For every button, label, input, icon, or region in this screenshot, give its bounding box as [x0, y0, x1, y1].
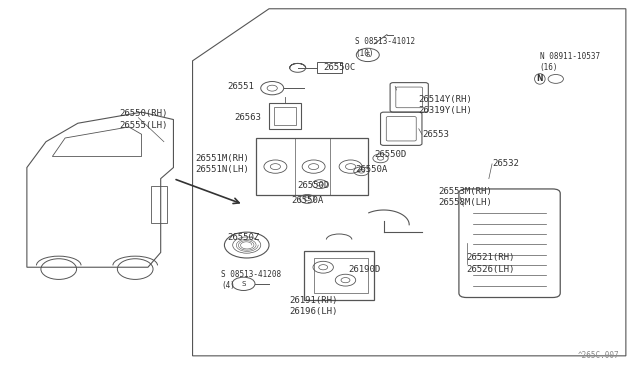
Bar: [151, 186, 167, 223]
Text: S: S: [241, 281, 246, 287]
Text: 26190D: 26190D: [349, 264, 381, 273]
Bar: [274, 107, 296, 125]
Bar: [314, 258, 368, 293]
Text: 26521(RH)
26526(LH): 26521(RH) 26526(LH): [467, 253, 515, 273]
Text: 26553: 26553: [422, 130, 449, 139]
Text: 26550Z: 26550Z: [228, 233, 260, 242]
Text: 26550A: 26550A: [291, 196, 324, 205]
Bar: [269, 103, 301, 129]
Text: S 08513-41208
(4): S 08513-41208 (4): [221, 270, 282, 290]
Text: ^265C.007: ^265C.007: [578, 350, 620, 359]
Bar: [304, 251, 374, 301]
Text: 26550A: 26550A: [355, 165, 387, 174]
Text: 26532: 26532: [492, 159, 519, 169]
Text: 26550(RH)
26555(LH): 26550(RH) 26555(LH): [119, 109, 168, 129]
Text: 26563: 26563: [234, 113, 261, 122]
Bar: [317, 62, 342, 73]
Text: 26191(RH)
26196(LH): 26191(RH) 26196(LH): [289, 296, 338, 316]
Text: S 08513-41012
(10): S 08513-41012 (10): [355, 38, 415, 58]
Text: 26550D: 26550D: [298, 182, 330, 190]
Text: N: N: [536, 74, 543, 83]
Text: 26553M(RH)
26558M(LH): 26553M(RH) 26558M(LH): [438, 187, 492, 207]
Bar: [256, 138, 368, 195]
Text: 26551: 26551: [228, 82, 255, 91]
Text: N 08911-10537
(16): N 08911-10537 (16): [540, 52, 600, 73]
Text: 26550D: 26550D: [374, 150, 406, 159]
Text: 26550C: 26550C: [323, 63, 355, 72]
Text: 26551M(RH)
26551N(LH): 26551M(RH) 26551N(LH): [196, 154, 250, 174]
Text: S: S: [365, 52, 370, 58]
Text: 26514Y(RH)
26319Y(LH): 26514Y(RH) 26319Y(LH): [419, 95, 472, 115]
